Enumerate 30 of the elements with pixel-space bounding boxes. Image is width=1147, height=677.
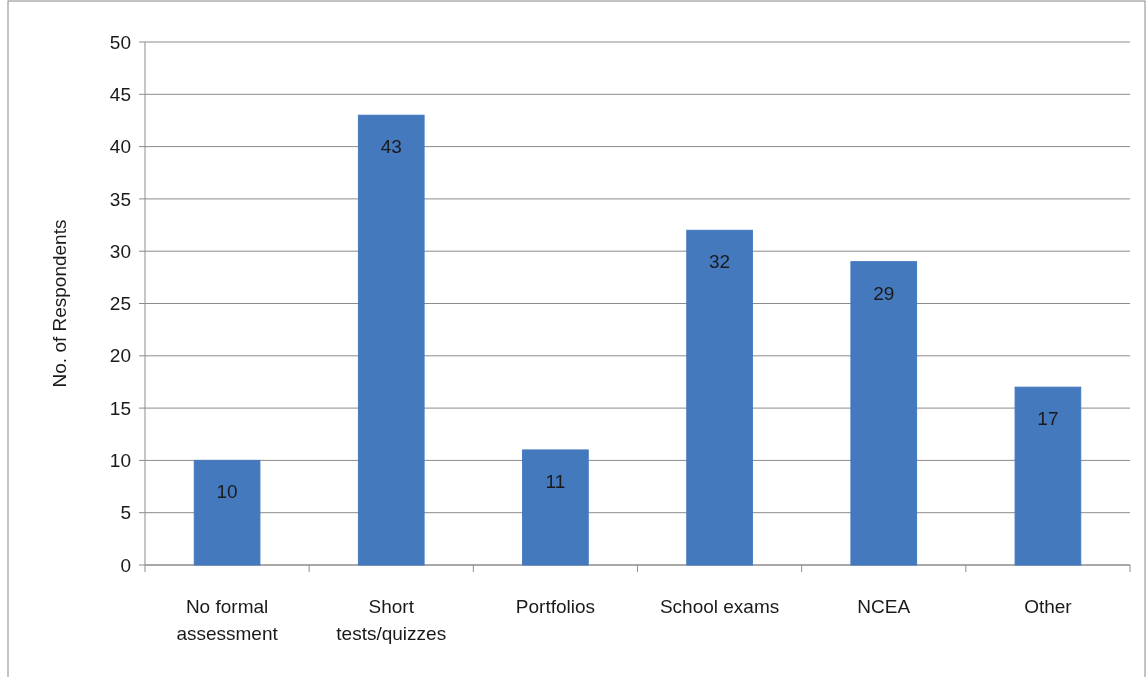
data-label: 32 xyxy=(709,251,731,273)
x-tick-label: Portfolios xyxy=(515,596,596,617)
x-tick-label: NCEA xyxy=(857,596,911,617)
y-tick-label: 50 xyxy=(109,31,131,53)
bar xyxy=(193,459,261,566)
y-tick-label: 10 xyxy=(109,450,131,472)
data-label: 29 xyxy=(873,282,895,304)
y-tick-label: 20 xyxy=(109,345,131,367)
bar xyxy=(357,114,425,566)
y-tick-label: 0 xyxy=(120,554,131,576)
y-tick-label: 30 xyxy=(109,240,131,262)
data-label: 11 xyxy=(545,470,566,492)
data-label: 17 xyxy=(1037,408,1059,430)
bar xyxy=(1014,386,1082,566)
bar xyxy=(522,449,589,566)
x-tick-label: No formal assessment xyxy=(176,596,279,644)
data-label: 43 xyxy=(380,136,402,158)
y-axis-title: No. of Respondents xyxy=(49,219,70,388)
x-tick-label: Short tests/quizzes xyxy=(336,596,447,644)
x-tick-label: School exams xyxy=(659,596,780,617)
x-tick-label: Other xyxy=(1024,596,1073,617)
bar xyxy=(850,261,918,566)
y-tick-label: 5 xyxy=(120,502,131,524)
y-tick-label: 45 xyxy=(109,83,131,105)
y-tick-label: 15 xyxy=(109,397,131,419)
y-tick-label: 25 xyxy=(109,293,131,315)
y-tick-label: 40 xyxy=(109,136,131,158)
bar xyxy=(686,229,753,566)
y-tick-label: 35 xyxy=(109,188,131,210)
data-label: 10 xyxy=(216,481,238,503)
